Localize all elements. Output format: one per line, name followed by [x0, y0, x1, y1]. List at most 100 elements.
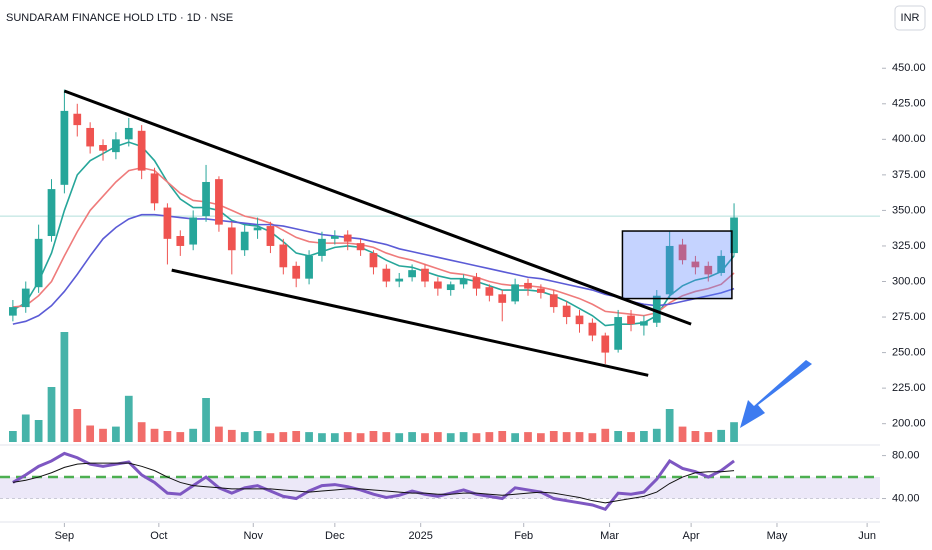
candle-body	[227, 227, 236, 251]
volume-bar	[176, 432, 185, 442]
x-tick-label: May	[767, 530, 788, 542]
candle-body	[99, 145, 107, 151]
rsi-band	[0, 477, 880, 499]
volume-bar	[47, 387, 56, 442]
volume-bar	[137, 422, 146, 442]
volume-bar	[86, 425, 95, 442]
volume-bar	[459, 432, 468, 442]
y-tick-label: 225.00	[892, 382, 926, 394]
candle-body	[60, 110, 69, 185]
volume-bar	[395, 433, 404, 442]
volume-bar	[614, 431, 623, 442]
candle-body	[124, 127, 133, 140]
volume-bar	[9, 431, 17, 442]
candle-body	[21, 288, 30, 308]
candle-body	[485, 287, 494, 296]
volume-bar	[215, 426, 223, 442]
candle-body	[627, 315, 635, 325]
x-tick-label: Jun	[858, 530, 876, 542]
candle-body	[459, 278, 468, 285]
volume-bar	[343, 432, 352, 442]
x-tick-label: Mar	[600, 530, 619, 542]
candle-body	[446, 284, 455, 291]
candle-body	[150, 173, 159, 204]
y-tick-label: 275.00	[892, 311, 926, 323]
volume-bar	[318, 433, 326, 442]
volume-bar	[511, 433, 519, 442]
y-tick-label: 400.00	[892, 133, 926, 145]
volume-bar	[678, 426, 687, 442]
x-tick-label: Nov	[243, 530, 263, 542]
volume-bar	[227, 429, 236, 442]
volume-bar	[279, 432, 288, 442]
volume-bar	[356, 433, 365, 442]
candle-body	[588, 322, 597, 336]
volume-bar	[665, 409, 674, 442]
candle-body	[47, 189, 56, 237]
candle-body	[382, 268, 391, 282]
volume-bar	[549, 431, 558, 442]
candle-body	[215, 179, 223, 225]
candle-body	[408, 270, 416, 278]
candle-body	[640, 321, 648, 326]
x-tick-label: Feb	[514, 530, 533, 542]
candle-body	[292, 265, 301, 279]
candle-body	[614, 317, 623, 350]
volume-bar	[60, 332, 69, 442]
trendline	[63, 89, 692, 326]
candle-body	[665, 245, 674, 295]
candle-body	[356, 243, 365, 251]
candle-body	[575, 315, 584, 325]
y-tick-label: 450.00	[892, 62, 926, 74]
candle-body	[202, 181, 210, 217]
candle-body	[730, 217, 738, 254]
candle-body	[163, 207, 172, 239]
volume-bar	[369, 431, 378, 442]
candle-body	[549, 294, 558, 308]
candle-body	[112, 139, 120, 153]
volume-bar	[266, 433, 275, 442]
volume-bar	[691, 431, 700, 442]
rsi-ma-line	[12, 462, 735, 504]
y-tick-label: 250.00	[892, 346, 926, 358]
volume-bar	[34, 420, 43, 442]
y-tick-label: 375.00	[892, 169, 926, 181]
volume-bar	[704, 432, 713, 442]
candle-body	[34, 238, 43, 288]
volume-bar	[240, 432, 249, 442]
volume-bar	[382, 432, 391, 442]
chart-title: SUNDARAM FINANCE HOLD LTD · 1D · NSE	[6, 12, 233, 24]
candle-body	[421, 268, 429, 282]
candle-body	[498, 294, 507, 303]
volume-bar	[112, 426, 120, 442]
volume-bar	[408, 432, 416, 442]
rsi-line	[12, 451, 735, 512]
candle-body	[253, 227, 262, 231]
volume-bar	[730, 422, 738, 442]
candle-body	[537, 288, 545, 293]
candle-body	[176, 236, 185, 246]
x-tick-label: Sep	[55, 530, 75, 542]
y-tick-label: 300.00	[892, 275, 926, 287]
volume-bar	[627, 432, 635, 442]
candle-body	[240, 231, 249, 251]
x-tick-label: Dec	[325, 530, 345, 542]
moving-average	[12, 166, 735, 317]
x-tick-label: 2025	[408, 530, 432, 542]
rsi-tick-label: 40.00	[892, 492, 920, 504]
volume-bar	[73, 409, 82, 442]
volume-bar	[652, 428, 661, 442]
y-tick-label: 200.00	[892, 418, 926, 430]
arrow	[740, 360, 812, 428]
volume-bar	[99, 428, 107, 442]
candle-body	[137, 130, 146, 171]
currency-label[interactable]: INR	[901, 12, 920, 24]
y-tick-label: 425.00	[892, 98, 926, 110]
currency-box[interactable]	[894, 5, 926, 31]
candle-body	[511, 284, 519, 302]
volume-bar	[253, 431, 262, 442]
candle-body	[562, 305, 571, 318]
rsi-tick-label: 80.00	[892, 449, 920, 461]
volume-bar	[305, 432, 313, 442]
candle-body	[86, 127, 95, 147]
